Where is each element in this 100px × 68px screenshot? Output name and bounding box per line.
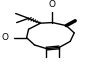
Text: O: O [49,0,56,9]
Text: O: O [2,33,9,42]
